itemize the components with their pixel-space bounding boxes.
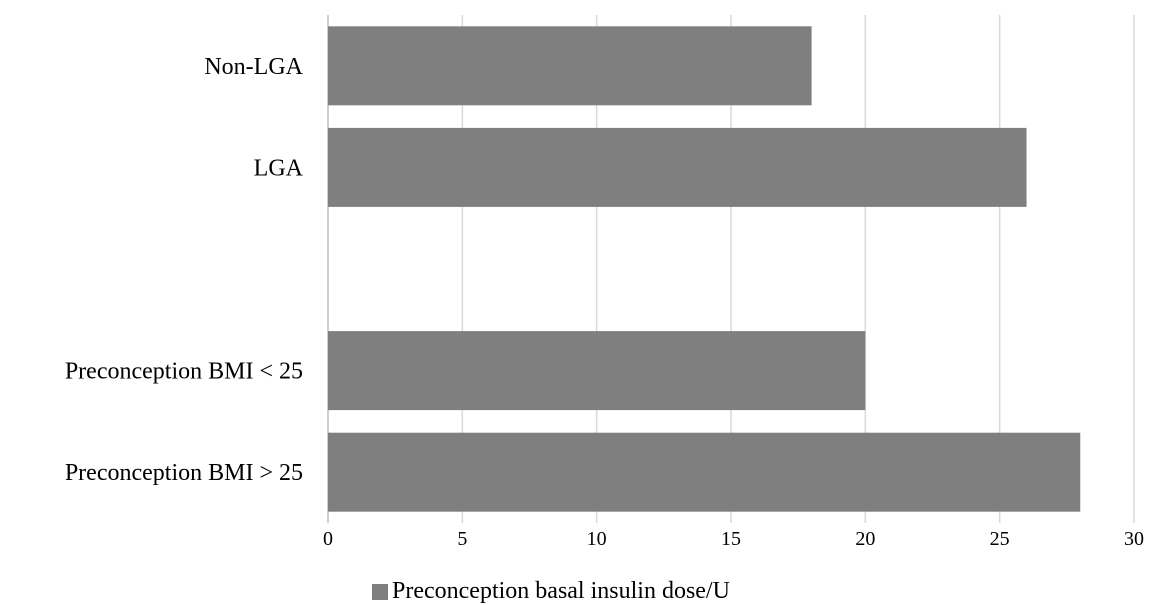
bar [328,127,1027,207]
category-label: Preconception BMI > 25 [65,460,303,486]
bar [328,26,812,106]
legend: Preconception basal insulin dose/U [372,578,730,605]
category-labels: Non-LGA LGA Preconception BMI < 25 Preconce… [65,54,304,486]
bar-chart: Non-LGA LGA Preconception BMI < 25 Preconce… [65,15,1144,550]
category-label: LGA [254,155,304,181]
bar [328,331,866,411]
bars [328,26,1081,512]
category-label: Non-LGA [204,54,303,80]
x-tick-label: 30 [1124,528,1144,550]
legend-label: Preconception basal insulin dose/U [392,578,730,604]
category-label: Preconception BMI < 25 [65,359,303,385]
legend-swatch [372,583,388,600]
x-tick-labels: 0 5 10 15 20 25 30 [323,528,1144,550]
x-tick-label: 10 [587,528,607,550]
bar [328,432,1081,512]
x-tick-label: 20 [855,528,875,550]
x-tick-label: 15 [721,528,741,550]
x-tick-label: 5 [457,528,467,550]
x-tick-label: 0 [323,528,333,550]
x-tick-label: 25 [990,528,1010,550]
